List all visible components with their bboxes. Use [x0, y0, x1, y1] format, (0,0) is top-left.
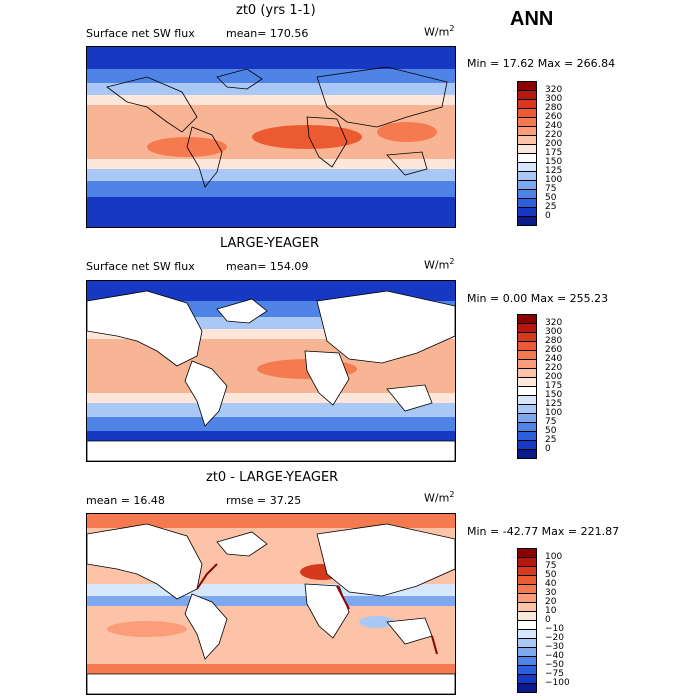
colorbar-tick-label: 20	[545, 597, 557, 607]
colorbar-tick-label: 240	[545, 121, 563, 131]
panel-2-colorbar: 320 300 280 260 240 220 200 175 150 125 100 75 50 25 0	[517, 314, 562, 459]
colorbar-tick-label: 260	[545, 345, 563, 355]
colorbar-tick-label: 200	[545, 372, 563, 382]
colorbar-tick-label: 100	[545, 552, 563, 562]
colorbar-tick-label: 175	[545, 148, 563, 158]
colorbar-tick-label: 50	[545, 570, 557, 580]
colorbar-tick-label: −10	[545, 624, 564, 634]
panel-3-minmax: Min = -42.77 Max = 221.87	[467, 525, 620, 538]
colorbar-tick-label: 240	[545, 354, 563, 364]
colorbar-tick-label: 0	[545, 444, 551, 454]
colorbar-tick-label: 75	[545, 561, 557, 571]
colorbar-tick-label: 50	[545, 426, 557, 436]
panel-2-title: LARGE-YEAGER	[220, 236, 320, 251]
panel-2-mean: mean= 154.09	[226, 260, 309, 273]
panel-3-map	[86, 513, 456, 695]
colorbar-tick-label: 220	[545, 130, 563, 140]
colorbar-tick-label: 75	[545, 417, 557, 427]
panel-1-minmax: Min = 17.62 Max = 266.84	[467, 57, 616, 70]
panel-3-mean: mean = 16.48	[86, 494, 165, 507]
panel-3-title: zt0 - LARGE-YEAGER	[206, 470, 339, 485]
colorbar-tick-label: 50	[545, 193, 557, 203]
panel-2-variable: Surface net SW flux	[86, 260, 195, 273]
colorbar-tick-label: 100	[545, 408, 563, 418]
panel-1-units: W/m2	[424, 24, 455, 39]
colorbar-tick-label: 175	[545, 381, 563, 391]
panel-1-mean: mean= 170.56	[226, 27, 309, 40]
colorbar-tick-label: 260	[545, 112, 563, 122]
colorbar-tick-label: 125	[545, 399, 563, 409]
colorbar-tick-label: 75	[545, 184, 557, 194]
colorbar-segment	[517, 449, 537, 459]
colorbar-tick-label: 0	[545, 615, 551, 625]
colorbar-tick-label: −30	[545, 642, 564, 652]
colorbar-tick-label: 125	[545, 166, 563, 176]
panel-1-colorbar: 320 300 280 260 240 220 200 175 150 125 100 75 50 25 0	[517, 81, 562, 226]
colorbar-tick-label: 220	[545, 363, 563, 373]
panel-1-map	[86, 46, 456, 228]
panel-1-title: zt0 (yrs 1-1)	[236, 3, 316, 18]
colorbar-tick-label: 10	[545, 606, 557, 616]
colorbar-tick-label: 150	[545, 157, 563, 167]
colorbar-tick-label: 200	[545, 139, 563, 149]
panel-1-variable: Surface net SW flux	[86, 27, 195, 40]
panel-2-map	[86, 280, 456, 462]
colorbar-segment	[517, 683, 537, 693]
colorbar-tick-label: −20	[545, 633, 564, 643]
colorbar-tick-label: 300	[545, 94, 563, 104]
panel-2-units: W/m2	[424, 257, 455, 272]
colorbar-tick-label: 280	[545, 336, 563, 346]
colorbar-tick-label: 100	[545, 175, 563, 185]
colorbar-tick-label: 0	[545, 211, 551, 221]
colorbar-tick-label: −100	[545, 678, 570, 688]
colorbar-tick-label: 25	[545, 435, 557, 445]
colorbar-tick-label: 30	[545, 588, 557, 598]
colorbar-tick-label: 320	[545, 85, 563, 95]
colorbar-tick-label: 40	[545, 579, 557, 589]
colorbar-tick-label: 25	[545, 202, 557, 212]
panel-3-units: W/m2	[424, 490, 455, 505]
colorbar-tick-label: 320	[545, 318, 563, 328]
colorbar-tick-label: 280	[545, 103, 563, 113]
colorbar-tick-label: −40	[545, 651, 564, 661]
colorbar-tick-label: −50	[545, 660, 564, 670]
season-label: ANN	[510, 8, 554, 30]
colorbar-tick-label: −75	[545, 669, 564, 679]
panel-3-colorbar: 100 75 50 40 30 20 10 0 −10 −20 −30 −40 −50 −75 −100	[517, 548, 570, 693]
panel-2-minmax: Min = 0.00 Max = 255.23	[467, 292, 609, 305]
colorbar-tick-label: 300	[545, 327, 563, 337]
colorbar-segment	[517, 216, 537, 226]
panel-3-rmse: rmse = 37.25	[226, 494, 302, 507]
colorbar-tick-label: 150	[545, 390, 563, 400]
